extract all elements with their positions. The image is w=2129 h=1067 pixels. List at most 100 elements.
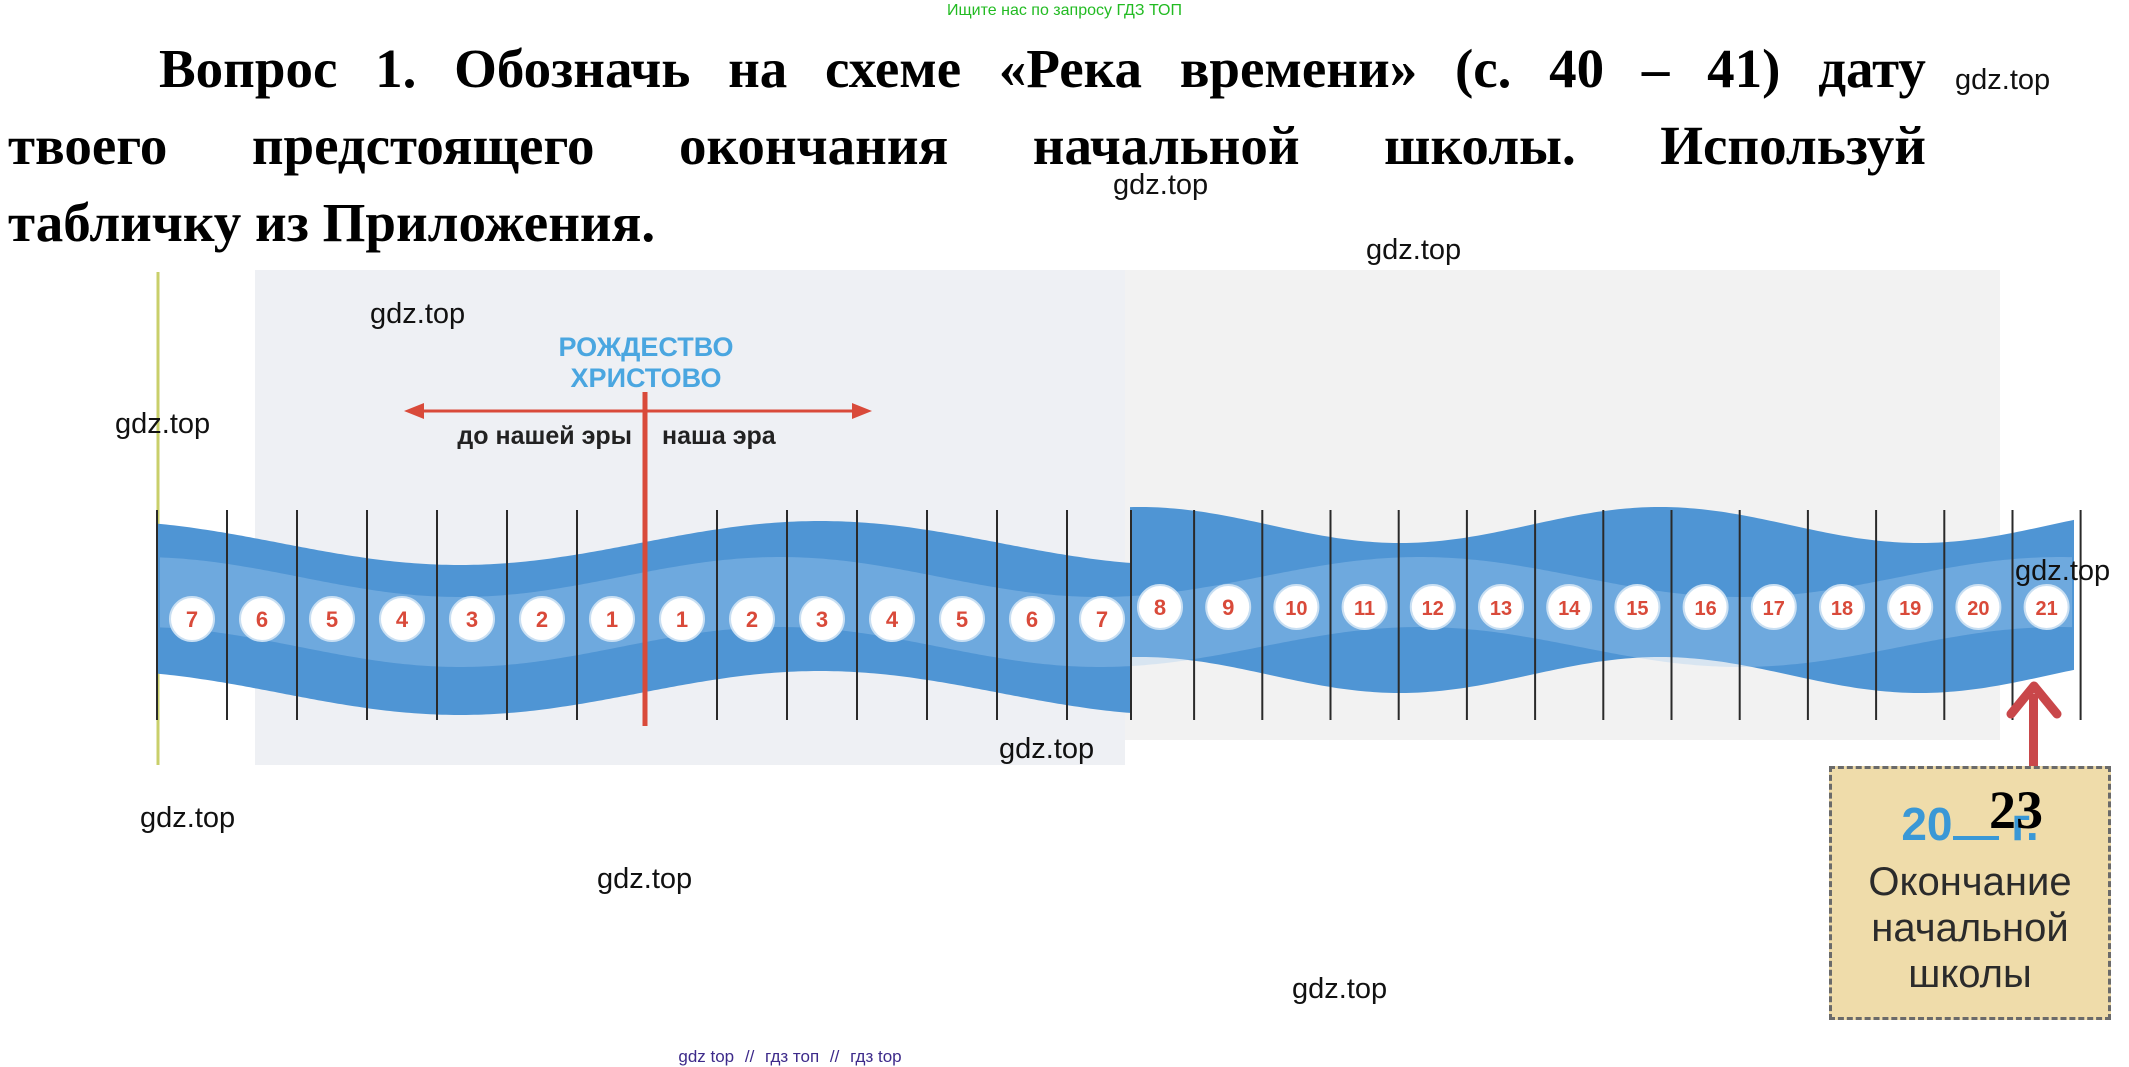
century-circle xyxy=(239,596,285,642)
century-ad-marker: 21 xyxy=(2023,584,2070,630)
century-ad-marker: 7 xyxy=(1079,596,1125,642)
century-ad-marker: 2 xyxy=(729,596,775,642)
watermark: gdz.top xyxy=(2015,555,2111,587)
century-ad-marker: 5 xyxy=(939,596,985,642)
question-word: 40 xyxy=(1549,38,1605,99)
bottom-link[interactable]: гдз top xyxy=(850,1047,902,1066)
century-bc-marker: 7 xyxy=(169,596,215,642)
pointer-arrow-head xyxy=(2006,681,2062,719)
watermark: gdz.top xyxy=(115,408,211,440)
century-circle xyxy=(1205,584,1252,630)
bottom-link[interactable]: гдз топ xyxy=(765,1047,820,1066)
caption-line: школы xyxy=(1908,952,2032,996)
century-number: 2 xyxy=(536,607,548,632)
century-circle xyxy=(1273,584,1320,630)
century-bc-marker: 6 xyxy=(239,596,285,642)
question-text: Вопрос 1. Обозначь на схеме «Река времен… xyxy=(8,30,1926,261)
left-arrowhead xyxy=(404,403,424,419)
bottom-separator: // xyxy=(744,1047,755,1066)
century-ad-marker: 15 xyxy=(1614,584,1661,630)
question-word: окончания xyxy=(678,115,949,176)
century-ad-marker: 1 xyxy=(659,596,705,642)
birth-label-line2: ХРИСТОВО xyxy=(571,363,722,393)
century-circle xyxy=(1478,584,1524,630)
century-ad-marker: 16 xyxy=(1682,584,1729,630)
ad-era-label: наша эра xyxy=(662,422,777,450)
watermark: gdz.top xyxy=(597,863,693,895)
century-number: 17 xyxy=(1763,598,1785,620)
question-line-2: твоего предстоящего окончания начальной … xyxy=(8,107,1926,184)
century-number: 16 xyxy=(1694,598,1716,620)
century-circle xyxy=(379,596,425,642)
century-circle xyxy=(2023,584,2070,630)
question-word: – xyxy=(1641,38,1670,99)
century-circle xyxy=(1079,596,1125,642)
question-word: 41) xyxy=(1707,38,1781,99)
century-number: 1 xyxy=(606,607,618,632)
watermark: gdz.top xyxy=(1366,234,1462,266)
century-number: 3 xyxy=(466,607,478,632)
century-number: 7 xyxy=(186,607,198,632)
century-ad-marker: 18 xyxy=(1819,584,1865,630)
century-ad-marker: 3 xyxy=(799,596,845,642)
century-circle xyxy=(729,596,775,642)
century-ad-marker: 9 xyxy=(1205,584,1252,630)
century-circle xyxy=(1137,584,1183,630)
century-number: 10 xyxy=(1285,598,1307,620)
century-ad-marker: 11 xyxy=(1341,584,1388,630)
year-suffix: г. xyxy=(2011,798,2039,850)
century-circle xyxy=(1009,596,1055,642)
handwritten-year: 23 xyxy=(1989,780,2043,840)
card-year: 20 г. xyxy=(1832,797,2108,851)
question-word: времени» xyxy=(1179,38,1418,99)
century-ad-marker: 12 xyxy=(1409,584,1456,630)
century-ad-marker: 14 xyxy=(1546,584,1593,630)
question-word: школы. xyxy=(1384,115,1576,176)
century-ad-marker: 20 xyxy=(1955,584,2002,630)
century-circle xyxy=(1819,584,1865,630)
top-banner[interactable]: Ищите нас по запросу ГДЗ ТОП xyxy=(947,2,1182,19)
question-word: твоего xyxy=(8,115,168,176)
watermark: gdz.top xyxy=(999,733,1095,765)
century-circle xyxy=(449,596,495,642)
caption-line: Окончание xyxy=(1868,860,2072,904)
century-ad-marker: 8 xyxy=(1137,584,1183,630)
century-circle xyxy=(519,596,565,642)
question-word: предстоящего xyxy=(251,115,595,176)
century-circle xyxy=(799,596,845,642)
century-number: 15 xyxy=(1626,598,1648,620)
question-word: начальной xyxy=(1032,115,1300,176)
year-prefix: 20 xyxy=(1901,798,1953,850)
century-number: 12 xyxy=(1422,598,1444,620)
caption-line: начальной xyxy=(1871,906,2069,950)
century-circle xyxy=(939,596,985,642)
century-number: 13 xyxy=(1490,598,1512,620)
watermark: gdz.top xyxy=(140,802,236,834)
century-circle xyxy=(589,596,635,642)
question-word: схеме xyxy=(825,38,962,99)
question-word: (с. xyxy=(1454,38,1512,99)
century-ad-marker: 4 xyxy=(869,596,915,642)
watermark: gdz.top xyxy=(1113,169,1209,201)
century-circle xyxy=(659,596,705,642)
pointer-arrow-shaft xyxy=(2029,694,2038,766)
century-number: 5 xyxy=(326,607,338,632)
century-number: 5 xyxy=(956,607,968,632)
century-circle xyxy=(1409,584,1456,630)
graduation-year-card: 20 г. 23 Окончание начальной школы xyxy=(1829,766,2111,1020)
century-bc-marker: 4 xyxy=(379,596,425,642)
bc-era-label: до нашей эры xyxy=(457,422,632,450)
bottom-link[interactable]: gdz top xyxy=(678,1047,735,1066)
century-bc-marker: 3 xyxy=(449,596,495,642)
century-circle xyxy=(1614,584,1661,630)
century-ad-marker: 17 xyxy=(1750,584,1797,630)
century-number: 9 xyxy=(1222,595,1234,620)
century-circle xyxy=(1887,584,1934,630)
century-ad-marker: 6 xyxy=(1009,596,1055,642)
century-circle xyxy=(1341,584,1388,630)
question-word: на xyxy=(728,38,788,99)
question-line-1: Вопрос 1. Обозначь на схеме «Река времен… xyxy=(8,30,1926,107)
year-blank xyxy=(1952,802,1999,840)
question-word: 1. xyxy=(375,38,417,99)
